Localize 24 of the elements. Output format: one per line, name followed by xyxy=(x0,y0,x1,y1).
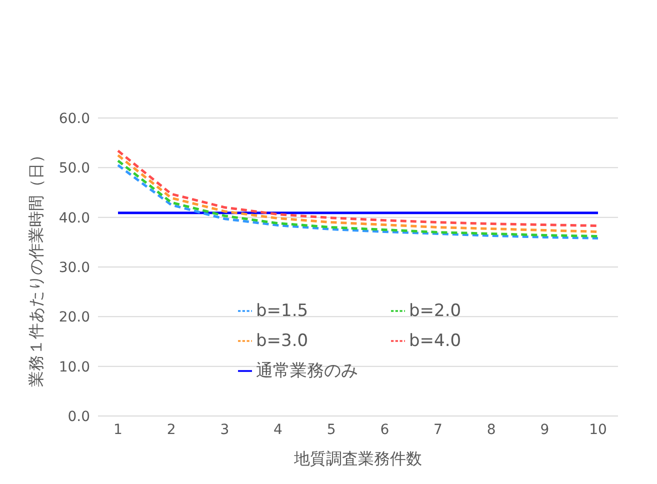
x-tick-label: 9 xyxy=(540,422,550,438)
x-tick-label: 6 xyxy=(380,422,390,438)
legend-label: b=2.0 xyxy=(409,300,462,323)
x-tick-label: 8 xyxy=(486,422,496,438)
legend-label: b=3.0 xyxy=(256,330,310,353)
legend-label: b=4.0 xyxy=(409,330,462,353)
y-tick-label: 50.0 xyxy=(58,160,90,177)
y-tick-label: 30.0 xyxy=(58,260,90,276)
x-tick-label: 1 xyxy=(114,422,122,438)
y-axis-title: 業務１件あたりの作業時間（日） xyxy=(26,147,46,387)
x-tick-label: 5 xyxy=(326,422,336,438)
x-tick-label: 4 xyxy=(274,422,283,438)
legend-label: b=1.5 xyxy=(256,300,310,323)
y-tick-label: 10.0 xyxy=(58,359,90,376)
x-tick-label: 3 xyxy=(220,422,230,438)
y-tick-label: 20.0 xyxy=(58,310,90,326)
x-axis-title: 地質調査業務件数 xyxy=(293,449,422,468)
legend-label: 通常業務のみ xyxy=(256,360,359,383)
x-tick-label: 2 xyxy=(166,422,176,438)
x-tick-label: 7 xyxy=(434,422,442,438)
y-tick-label: 0.0 xyxy=(68,408,90,425)
y-tick-label: 60.0 xyxy=(58,110,90,127)
x-tick-label: 10 xyxy=(589,422,607,438)
y-tick-label: 40.0 xyxy=(58,210,90,226)
